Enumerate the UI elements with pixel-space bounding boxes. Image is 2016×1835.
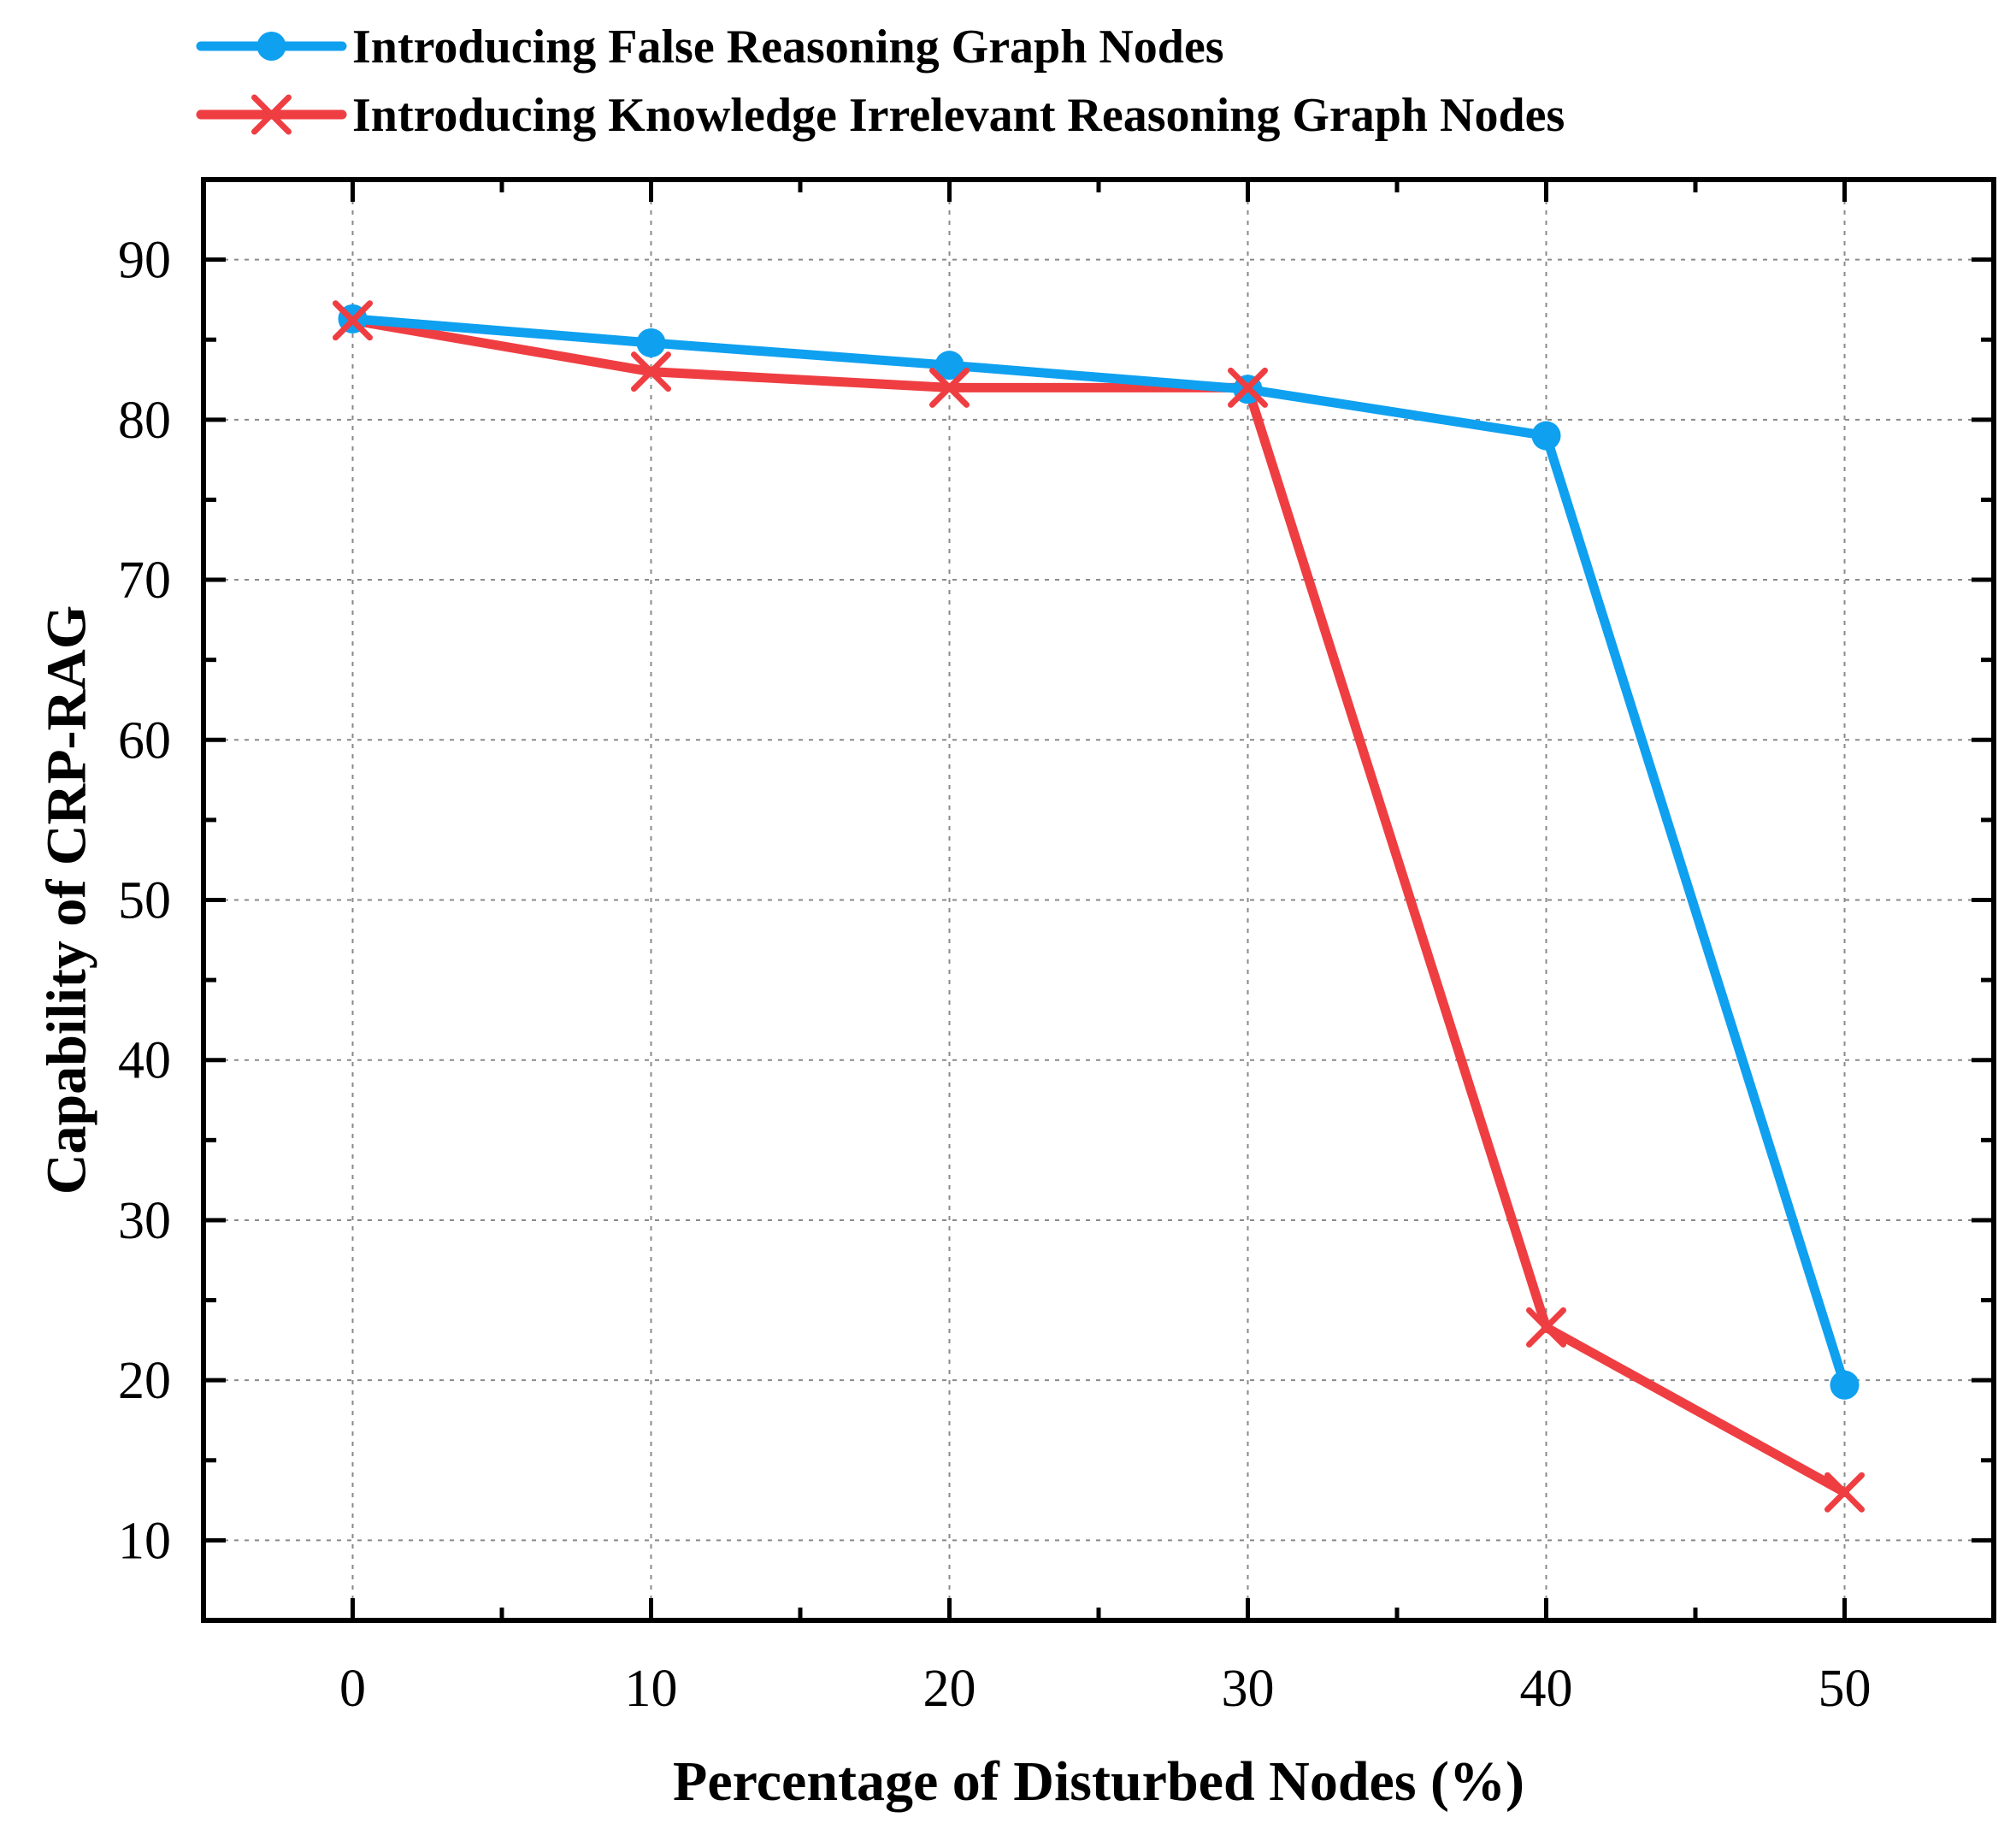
data-point-knowledge-irrelevant-30-stroke-b xyxy=(1228,367,1268,408)
data-point-knowledge-irrelevant-40-stroke-b xyxy=(1526,1307,1566,1348)
y-tick-label-30: 30 xyxy=(118,1192,171,1250)
x-tick-label-30: 30 xyxy=(1222,1660,1275,1718)
data-point-false-reasoning-50 xyxy=(1830,1370,1860,1400)
x-axis-title: Percentage of Disturbed Nodes (%) xyxy=(673,1750,1524,1813)
legend-marker-x xyxy=(251,94,292,135)
legend: Introducing False Reasoning Graph Nodes … xyxy=(196,21,1565,142)
series-line-introducing-false-reasoning-graph-nodes xyxy=(348,314,1849,1390)
legend-item-knowledge-irrelevant: Introducing Knowledge Irrelevant Reasoni… xyxy=(196,89,1565,142)
tick-labels: 0 10 20 30 40 50 10 20 30 40 50 60 70 80 90 xyxy=(118,232,1872,1718)
y-tick-label-50: 50 xyxy=(118,872,171,930)
y-tick-label-60: 60 xyxy=(118,711,171,770)
y-tick-label-70: 70 xyxy=(118,552,171,610)
data-point-false-reasoning-40 xyxy=(1531,421,1561,451)
series-lines xyxy=(348,314,1849,1497)
y-tick-label-90: 90 xyxy=(118,232,171,290)
data-point-false-reasoning-20 xyxy=(934,351,964,381)
data-point-knowledge-irrelevant-50 xyxy=(1824,1472,1865,1513)
data-point-knowledge-irrelevant-0 xyxy=(333,300,373,341)
y-tick-label-80: 80 xyxy=(118,392,171,450)
x-tick-label-0: 0 xyxy=(339,1660,366,1718)
data-point-knowledge-irrelevant-0-stroke-b xyxy=(333,300,373,341)
data-point-knowledge-irrelevant-20 xyxy=(929,367,970,408)
series-line-introducing-knowledge-irrelevant-reasoning-graph-nodes xyxy=(348,316,1849,1497)
data-point-knowledge-irrelevant-10-stroke-b xyxy=(631,351,671,392)
legend-label-knowledge-irrelevant: Introducing Knowledge Irrelevant Reasoni… xyxy=(352,89,1565,142)
y-tick-label-10: 10 xyxy=(118,1512,171,1570)
y-axis-title: Capability of CRP-RAG xyxy=(36,605,98,1195)
data-point-knowledge-irrelevant-10 xyxy=(631,351,671,392)
legend-item-false-reasoning: Introducing False Reasoning Graph Nodes xyxy=(196,21,1224,74)
data-point-knowledge-irrelevant-50-stroke-b xyxy=(1824,1472,1865,1513)
grid-lines xyxy=(203,180,1994,1620)
axis-ticks xyxy=(201,177,1996,1623)
data-point-knowledge-irrelevant-20-stroke-b xyxy=(929,367,970,408)
series-markers xyxy=(333,300,1865,1513)
legend-marker-x-stroke-b xyxy=(251,94,292,135)
legend-marker-circle xyxy=(256,32,286,61)
x-tick-label-50: 50 xyxy=(1819,1660,1872,1718)
data-point-knowledge-irrelevant-30 xyxy=(1228,367,1268,408)
x-tick-label-10: 10 xyxy=(625,1660,678,1718)
x-tick-label-40: 40 xyxy=(1520,1660,1573,1718)
legend-label-false-reasoning: Introducing False Reasoning Graph Nodes xyxy=(352,21,1224,74)
data-point-knowledge-irrelevant-40 xyxy=(1526,1307,1566,1348)
y-tick-label-20: 20 xyxy=(118,1352,171,1410)
y-tick-label-40: 40 xyxy=(118,1032,171,1090)
x-tick-label-20: 20 xyxy=(923,1660,976,1718)
data-point-false-reasoning-10 xyxy=(636,327,666,357)
